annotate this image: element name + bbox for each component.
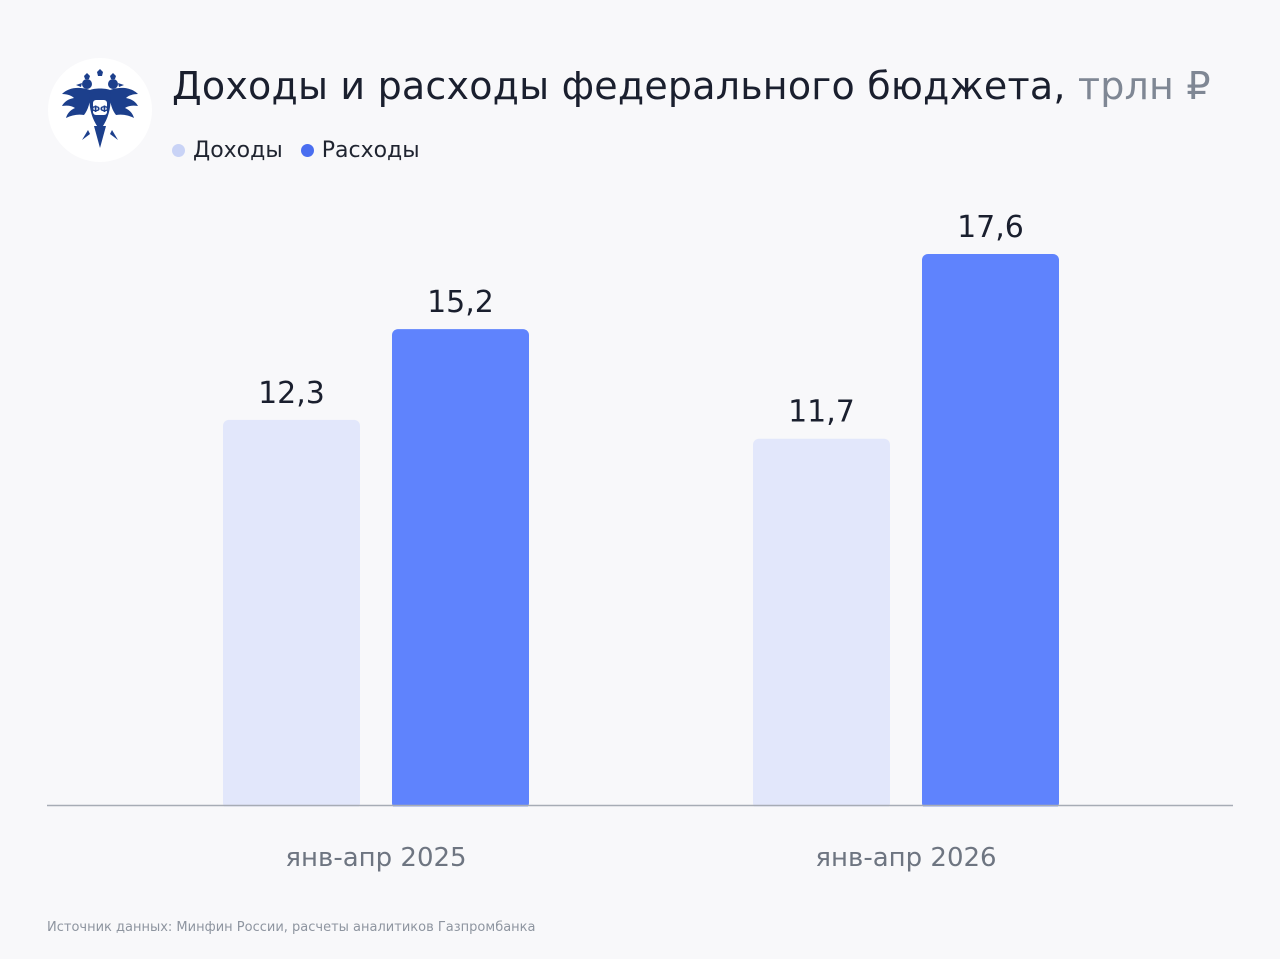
data-label-income-1: 12,3 — [258, 376, 325, 411]
ministry-logo: ФФ — [48, 58, 152, 162]
legend-item-income: Доходы — [172, 138, 283, 163]
logo-text: ФФ — [91, 105, 109, 115]
data-label-expense-2: 17,6 — [957, 210, 1024, 245]
legend-dot-income — [172, 144, 185, 157]
legend-label-expense: Расходы — [321, 138, 420, 163]
chart-title-main: Доходы и расходы федерального бюджета, — [172, 64, 1066, 108]
legend-label-income: Доходы — [193, 138, 283, 163]
data-source-note: Источник данных: Минфин России, расчеты … — [47, 920, 536, 935]
chart-title-unit: трлн ₽ — [1077, 64, 1211, 108]
category-label-1: янв-апр 2025 — [285, 843, 466, 873]
bar-income-2 — [753, 438, 890, 809]
legend-dot-expense — [300, 144, 314, 157]
bar-expense-1 — [392, 329, 529, 809]
chart-title: Доходы и расходы федерального бюджета, т… — [172, 64, 1211, 108]
data-label-expense-1: 15,2 — [427, 285, 494, 320]
bar-income-1 — [223, 419, 360, 809]
bar-expense-2 — [922, 254, 1059, 809]
legend-item-expense: Расходы — [300, 138, 420, 163]
chart-legend: Доходы Расходы — [172, 138, 420, 163]
data-label-income-2: 11,7 — [788, 395, 855, 430]
double-headed-eagle-icon: ФФ — [62, 69, 138, 148]
baseline-mask — [200, 806, 1100, 811]
category-label-2: янв-апр 2026 — [815, 843, 996, 873]
